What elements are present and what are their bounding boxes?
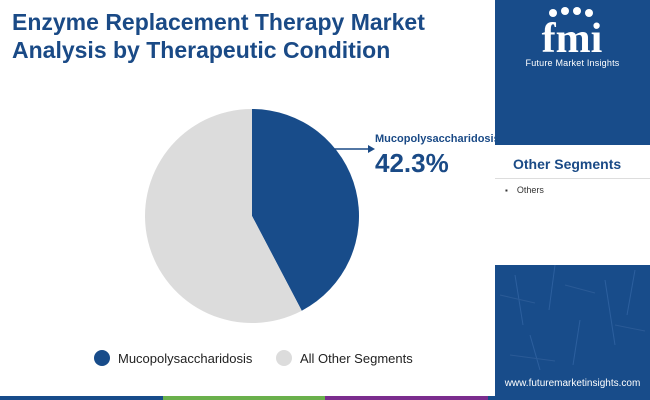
decorative-texture xyxy=(499,265,646,371)
pie-chart: Mucopolysaccharidosis 42.3% Mucopolysacc… xyxy=(94,108,495,366)
website-url[interactable]: www.futuremarketinsights.com xyxy=(504,378,641,389)
callout: Mucopolysaccharidosis 42.3% xyxy=(333,133,495,178)
pie-slice-mucopolysaccharidosis xyxy=(252,109,359,311)
legend-swatch-mucopolysaccharidosis xyxy=(94,350,110,366)
legend-swatch-all-other-segments xyxy=(276,350,292,366)
fmi-logo: fmi xyxy=(542,7,603,62)
strip-segment xyxy=(325,396,488,400)
strip-segment xyxy=(162,396,325,400)
pie-slices xyxy=(144,108,359,323)
other-segments-panel: Other Segments ▪ Others xyxy=(495,145,650,265)
strip-segment xyxy=(0,396,163,400)
segment-item-label: Others xyxy=(516,185,544,195)
brand-name: Future Market Insights xyxy=(525,58,620,68)
chart-title-line-1: Enzyme Replacement Therapy Market xyxy=(12,9,425,35)
callout-value: 42.3% xyxy=(375,148,449,178)
bullet-icon: ▪ xyxy=(505,186,508,195)
callout-arrow-head xyxy=(368,145,375,153)
strip-segment xyxy=(487,396,650,400)
chart-title: Enzyme Replacement Therapy Market Analys… xyxy=(12,8,482,64)
legend-label-all-other-segments: All Other Segments xyxy=(300,351,413,366)
legend-label-mucopolysaccharidosis: Mucopolysaccharidosis xyxy=(118,351,253,366)
other-segments-heading: Other Segments xyxy=(513,156,622,172)
callout-label: Mucopolysaccharidosis xyxy=(375,133,495,145)
bottom-color-strip xyxy=(0,396,650,400)
sidebar: fmi Future Market Insights Other Segment… xyxy=(495,0,650,400)
chart-title-line-2: Analysis by Therapeutic Condition xyxy=(12,37,391,63)
divider xyxy=(495,178,650,179)
logo-icons xyxy=(549,7,593,17)
pie-slice-all-other-segments xyxy=(144,108,302,323)
logo-letters: fmi xyxy=(542,16,603,62)
legend: Mucopolysaccharidosis All Other Segments xyxy=(94,350,413,366)
segment-item: ▪ Others xyxy=(505,185,544,195)
